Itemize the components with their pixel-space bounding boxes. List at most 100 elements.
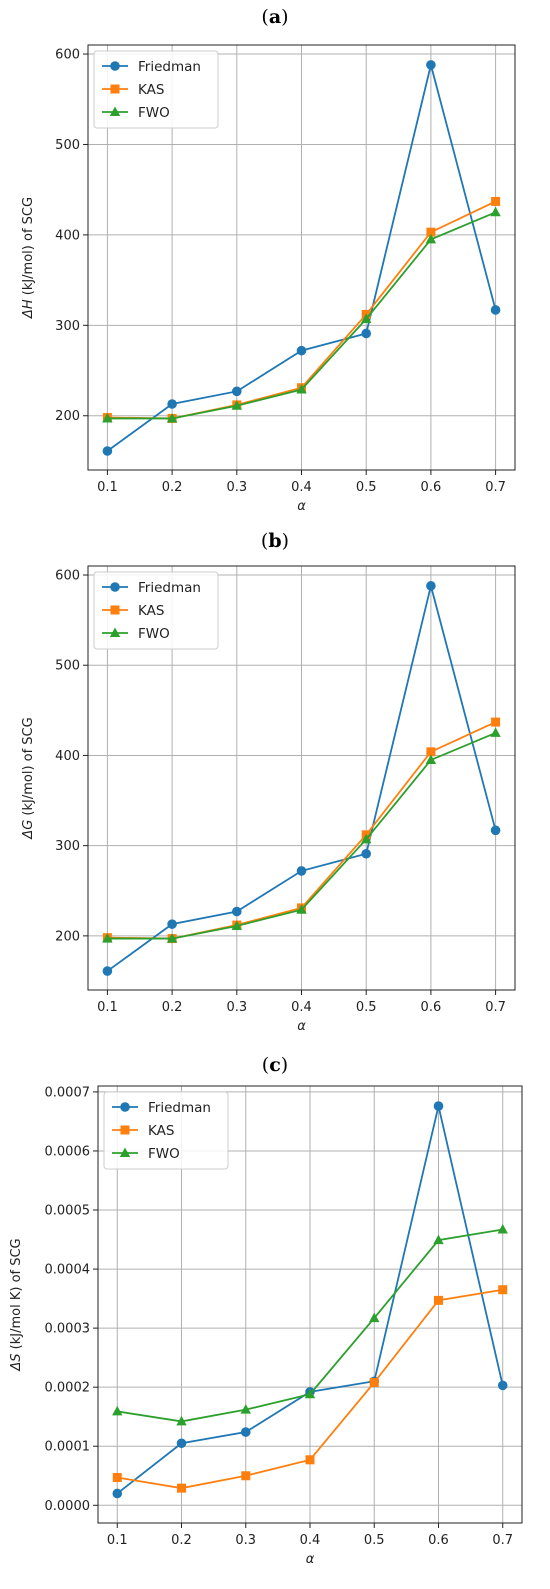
- x-tick-label: 0.1: [97, 480, 118, 495]
- data-point-fwo: [296, 384, 307, 394]
- legend-label-kas: KAS: [138, 82, 164, 98]
- data-point-fwo: [497, 1224, 508, 1234]
- y-tick-label: 0.0007: [45, 1085, 91, 1100]
- x-tick-label: 0.6: [428, 1533, 449, 1548]
- panel-label-b: (b): [260, 530, 290, 552]
- legend-marker-fwo: [119, 1147, 131, 1157]
- x-axis-label: α: [306, 1552, 315, 1567]
- legend-marker-friedman: [110, 582, 120, 592]
- x-tick-label: 0.4: [291, 1000, 312, 1015]
- data-point-kas: [491, 717, 501, 727]
- x-tick-label: 0.6: [421, 1000, 442, 1015]
- y-tick-label: 600: [55, 48, 80, 63]
- y-tick-label: 500: [55, 138, 80, 153]
- legend-label-kas: KAS: [138, 603, 164, 619]
- data-point-fwo: [490, 206, 501, 217]
- y-axis-label: ΔS (kJ/mol K) of SCG: [9, 1238, 24, 1371]
- legend-marker-friedman: [110, 61, 120, 71]
- data-point-friedman: [497, 1380, 508, 1391]
- data-point-fwo: [433, 1234, 444, 1245]
- data-point-fwo: [296, 904, 307, 914]
- x-tick-label: 0.4: [291, 480, 312, 495]
- legend-box: [93, 571, 219, 650]
- x-tick-label: 0.4: [300, 1533, 321, 1548]
- x-axis-label: α: [297, 1019, 306, 1034]
- legend-marker-kas: [120, 1125, 130, 1135]
- data-point-fwo: [425, 754, 437, 764]
- x-tick-label: 0.5: [356, 1000, 377, 1015]
- data-point-friedman: [296, 866, 307, 876]
- data-point-kas: [491, 196, 501, 206]
- panel-label-a: (a): [261, 6, 289, 28]
- y-tick-label: 300: [55, 319, 80, 334]
- y-tick-label: 0.0004: [45, 1263, 91, 1278]
- y-tick-label: 400: [55, 228, 80, 243]
- legend-label-friedman: Friedman: [148, 1100, 211, 1116]
- data-point-friedman: [112, 1488, 123, 1499]
- x-tick-label: 0.1: [97, 1000, 118, 1015]
- legend-box: [93, 50, 219, 129]
- chart-b: 0.1 0.2 0.3 0.4 0.5 0.6 0.7 200 300 400 500 600 α ΔG …: [21, 565, 516, 1034]
- x-tick-label: 0.3: [235, 1533, 256, 1548]
- data-point-friedman: [426, 581, 436, 591]
- legend-marker-fwo: [109, 627, 121, 637]
- data-point-friedman: [167, 399, 177, 409]
- legend-label-fwo: FWO: [138, 105, 170, 121]
- data-point-fwo: [102, 933, 113, 943]
- x-tick-label: 0.6: [421, 480, 442, 495]
- data-point-friedman: [167, 919, 177, 929]
- y-tick-label: 0.0000: [45, 1499, 91, 1514]
- y-tick-label: 600: [55, 569, 80, 584]
- data-point-fwo: [112, 1405, 123, 1416]
- data-point-friedman: [426, 60, 436, 70]
- y-tick-label: 0.0006: [45, 1144, 91, 1159]
- data-point-fwo: [166, 412, 178, 423]
- data-point-friedman: [240, 1427, 251, 1437]
- y-axis-label: ΔH (kJ/mol) of SCG: [21, 197, 36, 319]
- data-point-kas: [498, 1285, 508, 1295]
- data-point-friedman: [102, 966, 113, 976]
- data-point-friedman: [361, 848, 371, 859]
- data-point-kas: [241, 1471, 251, 1481]
- legend-label-friedman: Friedman: [138, 59, 201, 75]
- x-tick-label: 0.5: [356, 480, 377, 495]
- y-tick-label: 0.0005: [45, 1204, 91, 1219]
- data-point-friedman: [296, 345, 307, 356]
- data-point-friedman: [490, 825, 501, 836]
- data-point-fwo: [166, 933, 178, 943]
- y-tick-label: 200: [55, 929, 80, 944]
- data-point-friedman: [102, 446, 113, 456]
- x-tick-label: 0.1: [107, 1533, 128, 1548]
- y-axis-label: ΔG (kJ/mol) of SCG: [21, 717, 36, 839]
- legend-label-fwo: FWO: [138, 626, 170, 642]
- y-tick-label: 0.0001: [45, 1440, 91, 1455]
- legend-marker-fwo: [109, 106, 121, 116]
- panel-label-c: (c): [261, 1054, 289, 1076]
- x-tick-label: 0.5: [364, 1533, 385, 1548]
- data-point-fwo: [231, 400, 243, 410]
- data-point-kas: [112, 1473, 122, 1483]
- x-tick-label: 0.7: [492, 1533, 513, 1548]
- data-point-kas: [426, 747, 436, 757]
- legend-marker-friedman: [120, 1102, 130, 1112]
- y-tick-label: 200: [55, 409, 80, 424]
- plot-frame: [97, 1085, 523, 1524]
- x-tick-label: 0.3: [226, 1000, 247, 1015]
- data-point-friedman: [490, 305, 501, 315]
- data-point-kas: [177, 1483, 187, 1493]
- data-point-kas: [305, 1455, 315, 1465]
- data-point-fwo: [360, 833, 372, 844]
- legend-label-fwo: FWO: [148, 1146, 180, 1162]
- y-tick-label: 300: [55, 839, 80, 854]
- legend-marker-kas: [110, 84, 120, 94]
- x-tick-label: 0.2: [171, 1533, 192, 1548]
- data-point-fwo: [102, 412, 113, 423]
- data-point-fwo: [360, 313, 372, 323]
- x-axis-label: α: [297, 499, 306, 514]
- y-tick-label: 400: [55, 749, 80, 764]
- data-point-fwo: [490, 727, 501, 737]
- plot-frame: [87, 44, 516, 471]
- data-point-kas: [433, 1295, 443, 1305]
- data-point-fwo: [240, 1404, 251, 1414]
